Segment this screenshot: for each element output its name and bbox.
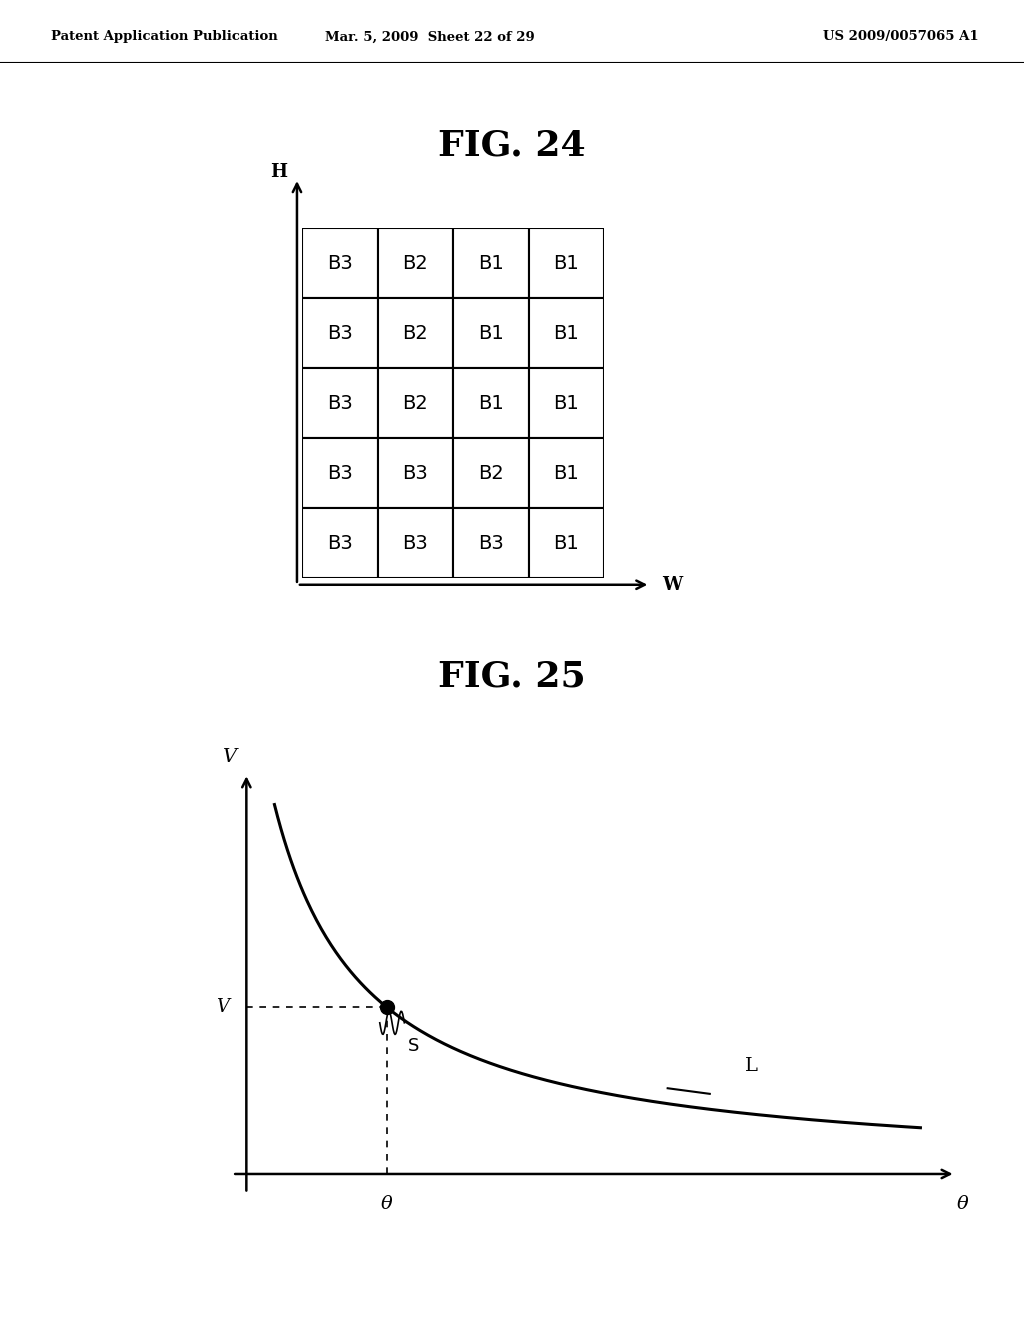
Text: θ: θ (381, 1196, 392, 1213)
Bar (528, 298, 604, 368)
Text: B3: B3 (327, 323, 352, 343)
Text: US 2009/0057065 A1: US 2009/0057065 A1 (823, 30, 979, 44)
Bar (528, 228, 604, 298)
Bar (378, 438, 453, 508)
Text: B3: B3 (402, 463, 428, 483)
Bar (302, 438, 378, 508)
Text: B1: B1 (554, 393, 580, 413)
Text: B3: B3 (327, 253, 352, 273)
Bar (378, 298, 453, 368)
Text: Mar. 5, 2009  Sheet 22 of 29: Mar. 5, 2009 Sheet 22 of 29 (326, 30, 535, 44)
Text: B3: B3 (327, 463, 352, 483)
Bar (453, 368, 528, 438)
Bar (378, 228, 453, 298)
Bar (302, 298, 378, 368)
Text: FIG. 24: FIG. 24 (438, 128, 586, 162)
Text: B1: B1 (554, 323, 580, 343)
Bar (453, 508, 528, 578)
Bar (378, 508, 453, 578)
Text: B3: B3 (478, 533, 504, 553)
Bar (378, 368, 453, 438)
Text: B1: B1 (554, 463, 580, 483)
Text: B3: B3 (327, 393, 352, 413)
Bar (528, 368, 604, 438)
Text: FIG. 25: FIG. 25 (438, 660, 586, 693)
Bar (302, 508, 378, 578)
Bar (302, 228, 378, 298)
Bar (453, 228, 528, 298)
Text: B2: B2 (402, 393, 428, 413)
Text: B1: B1 (478, 393, 504, 413)
Bar (528, 508, 604, 578)
Text: B1: B1 (478, 253, 504, 273)
Text: B2: B2 (402, 253, 428, 273)
Text: H: H (270, 162, 287, 181)
Text: L: L (744, 1057, 758, 1076)
Text: W: W (663, 576, 683, 594)
Text: B1: B1 (478, 323, 504, 343)
Text: B3: B3 (402, 533, 428, 553)
Bar (453, 438, 528, 508)
Text: B2: B2 (402, 323, 428, 343)
Text: θ: θ (956, 1196, 969, 1213)
Text: V: V (222, 747, 236, 766)
Text: B1: B1 (554, 533, 580, 553)
Bar (302, 368, 378, 438)
Bar (528, 438, 604, 508)
Text: V: V (216, 998, 228, 1016)
Text: S: S (408, 1038, 419, 1055)
Bar (453, 298, 528, 368)
Text: B2: B2 (478, 463, 504, 483)
Text: B1: B1 (554, 253, 580, 273)
Text: Patent Application Publication: Patent Application Publication (51, 30, 278, 44)
Text: B3: B3 (327, 533, 352, 553)
